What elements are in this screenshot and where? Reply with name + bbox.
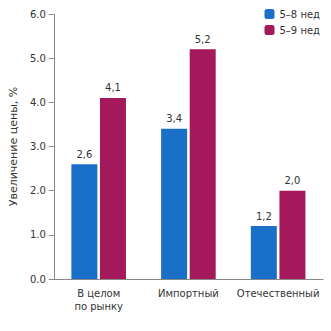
svg-text:4.0: 4.0 [30,97,46,108]
svg-text:5,2: 5,2 [195,34,211,45]
svg-text:6.0: 6.0 [30,9,46,20]
svg-text:5.0: 5.0 [30,53,46,64]
svg-text:4,1: 4,1 [105,82,121,93]
svg-text:2,0: 2,0 [284,175,300,186]
svg-text:2,6: 2,6 [76,149,92,160]
svg-text:1.0: 1.0 [30,229,46,240]
svg-text:3,4: 3,4 [166,113,182,124]
svg-text:Отечественный: Отечественный [237,288,320,299]
svg-text:1,2: 1,2 [256,211,272,222]
svg-text:5–9 нед: 5–9 нед [279,25,320,36]
svg-text:3.0: 3.0 [30,141,46,152]
svg-text:2.0: 2.0 [30,185,46,196]
svg-text:Увеличение цены, %: Увеличение цены, % [7,87,20,207]
svg-text:0.0: 0.0 [30,274,46,285]
svg-text:по рынку: по рынку [74,301,123,312]
svg-text:В целом: В целом [77,288,120,299]
svg-text:5–8 нед: 5–8 нед [279,9,320,20]
svg-text:Импортный: Импортный [158,288,219,299]
